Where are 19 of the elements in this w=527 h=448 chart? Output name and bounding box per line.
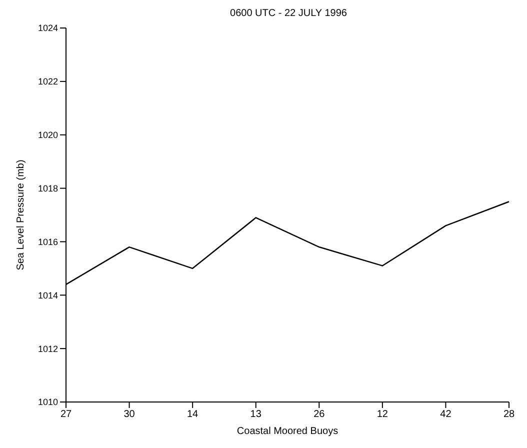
y-tick-label: 1018 (38, 183, 58, 194)
y-axis-title: Sea Level Pressure (mb) (16, 160, 27, 270)
y-tick-label: 1012 (38, 344, 58, 354)
y-tick-label: 1010 (38, 397, 58, 408)
x-tick-label: 42 (440, 409, 452, 420)
x-tick-label: 27 (60, 409, 72, 420)
x-tick-label: 12 (376, 409, 388, 420)
x-tick-label: 28 (503, 409, 515, 420)
x-axis-title: Coastal Moored Buoys (236, 426, 338, 437)
x-tick-label: 30 (124, 409, 136, 420)
y-tick-label: 1016 (38, 236, 58, 247)
y-tick-label: 1014 (38, 290, 58, 300)
x-tick-label: 13 (250, 409, 262, 420)
x-tick-label: 14 (187, 409, 199, 420)
y-tick-label: 1024 (38, 23, 58, 34)
chart-title: 0600 UTC - 22 JULY 1996 (229, 8, 348, 21)
x-tick-label: 26 (314, 409, 326, 420)
y-tick-label: 1020 (38, 130, 58, 140)
y-tick-label: 1022 (38, 76, 58, 87)
